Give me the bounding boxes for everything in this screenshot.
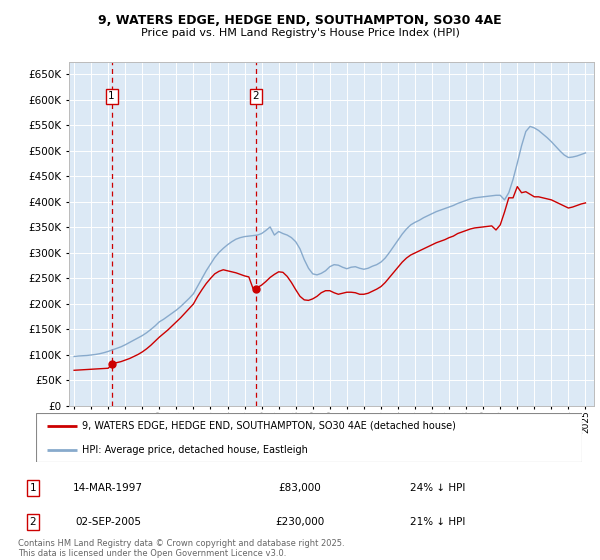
Text: 9, WATERS EDGE, HEDGE END, SOUTHAMPTON, SO30 4AE: 9, WATERS EDGE, HEDGE END, SOUTHAMPTON, … [98,14,502,27]
Text: HPI: Average price, detached house, Eastleigh: HPI: Average price, detached house, East… [82,445,308,455]
Text: Contains HM Land Registry data © Crown copyright and database right 2025.
This d: Contains HM Land Registry data © Crown c… [18,539,344,558]
Text: £83,000: £83,000 [278,483,322,493]
Text: 2: 2 [253,91,259,101]
Text: 02-SEP-2005: 02-SEP-2005 [75,517,141,527]
Text: Price paid vs. HM Land Registry's House Price Index (HPI): Price paid vs. HM Land Registry's House … [140,28,460,38]
Text: £230,000: £230,000 [275,517,325,527]
Text: 1: 1 [29,483,37,493]
Text: 1: 1 [109,91,115,101]
Text: 2: 2 [29,517,37,527]
Text: 14-MAR-1997: 14-MAR-1997 [73,483,143,493]
Text: 9, WATERS EDGE, HEDGE END, SOUTHAMPTON, SO30 4AE (detached house): 9, WATERS EDGE, HEDGE END, SOUTHAMPTON, … [82,421,456,431]
Text: 24% ↓ HPI: 24% ↓ HPI [410,483,466,493]
Text: 21% ↓ HPI: 21% ↓ HPI [410,517,466,527]
